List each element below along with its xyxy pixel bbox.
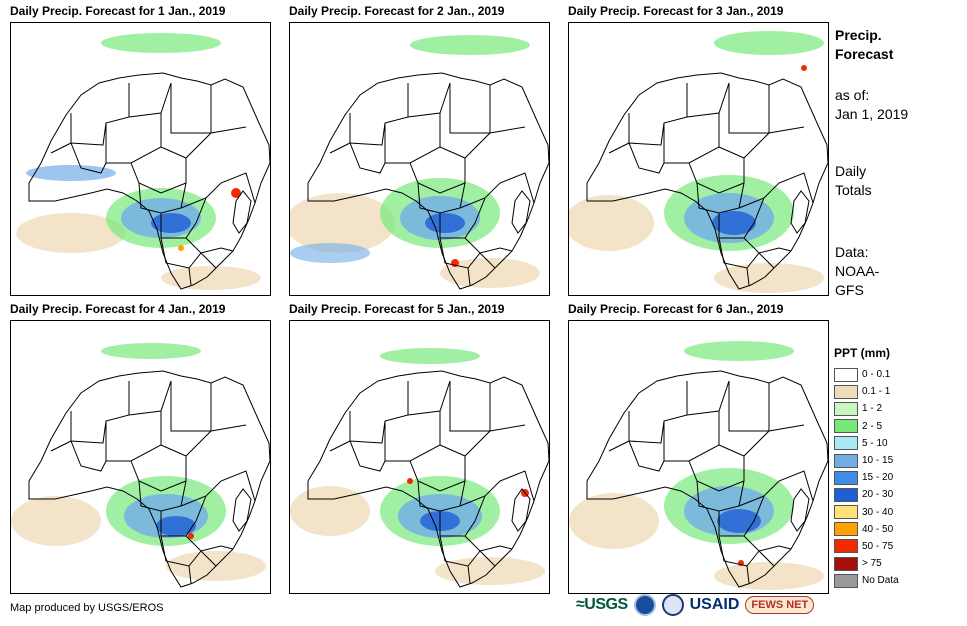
legend-label: 1 - 2 [862,403,883,415]
precip-map [10,320,271,594]
legend-swatch [834,539,858,554]
legend-swatch [834,522,858,537]
rain-band [101,343,201,359]
legend-swatch [834,401,858,416]
precip-map [289,320,550,594]
dry-area [16,213,126,253]
ppt-legend: PPT (mm) 0 - 0.1 0.1 - 1 1 - 2 2 - 5 5 - 10 1… [834,346,899,589]
title-line: Precip. [835,27,882,43]
heavy-rain-cell [407,478,413,484]
legend-item: 10 - 15 [834,452,899,469]
legend-swatch [834,384,858,399]
totals-line: Totals [835,182,872,198]
legend-item: 0 - 0.1 [834,366,899,383]
legend-items: 0 - 0.1 0.1 - 1 1 - 2 2 - 5 5 - 10 10 - 15 15 … [834,366,899,589]
title-line: Forecast [835,46,894,62]
dry-area [714,562,824,590]
as-of-block: as of: Jan 1, 2019 [835,86,908,124]
legend-item: No Data [834,572,899,589]
usaid-seal-icon [661,594,684,616]
precip-map [568,22,829,296]
panel-title: Daily Precip. Forecast for 4 Jan., 2019 [10,302,226,316]
rain-band [290,243,370,263]
data-source-line: GFS [835,282,864,298]
dry-area [569,195,654,251]
legend-swatch [834,487,858,502]
panel-title: Daily Precip. Forecast for 6 Jan., 2019 [568,302,784,316]
usaid-logo: USAID [689,596,740,613]
legend-item: 40 - 50 [834,521,899,538]
noaa-logo-icon [633,594,656,616]
legend-label: 30 - 40 [862,506,894,518]
panel-title: Daily Precip. Forecast for 5 Jan., 2019 [289,302,505,316]
rain-band [380,348,480,364]
legend-swatch [834,436,858,451]
data-source-line: Data: [835,244,869,260]
rain-band [714,31,824,55]
dry-area [290,193,395,253]
legend-label: 40 - 50 [862,523,894,535]
legend-label: 50 - 75 [862,540,894,552]
dry-area [161,266,261,290]
legend-item: 50 - 75 [834,538,899,555]
legend-item: 30 - 40 [834,504,899,521]
rain-band [101,33,221,53]
legend-swatch [834,556,858,571]
legend-item: > 75 [834,555,899,572]
heavy-rain-cell [188,533,194,539]
rain-band [26,165,116,181]
dry-area [11,496,101,546]
rain-band [712,211,756,235]
legend-item: 5 - 10 [834,435,899,452]
legend-swatch [834,573,858,588]
as-of-date: Jan 1, 2019 [835,106,909,122]
dry-area [569,493,659,549]
legend-label: 15 - 20 [862,472,894,484]
panel-title: Daily Precip. Forecast for 2 Jan., 2019 [289,4,505,18]
fews-net-logo: FEWS NET [745,596,815,614]
panel-title: Daily Precip. Forecast for 3 Jan., 2019 [568,4,784,18]
legend-label: 10 - 15 [862,455,894,467]
legend-swatch [834,419,858,434]
totals-line: Daily [835,163,867,179]
precip-map [289,22,550,296]
legend-swatch [834,505,858,520]
legend-title: PPT (mm) [834,346,891,360]
rain-band [425,213,465,233]
legend-item: 15 - 20 [834,469,899,486]
data-source-block: Data: NOAA- GFS [835,243,915,300]
as-of-label: as of: [835,87,870,103]
legend-label: > 75 [862,558,882,570]
precip-map [10,22,271,296]
legend-swatch [834,367,858,382]
legend-label: 0.1 - 1 [862,386,891,398]
legend-label: 0 - 0.1 [862,369,891,381]
legend-label: No Data [862,575,899,587]
usgs-logo: ≈USGS [576,596,628,613]
map-credit: Map produced by USGS/EROS [10,602,164,614]
data-source-line: NOAA- [835,263,880,279]
legend-swatch [834,470,858,485]
rain-band [156,516,196,536]
panel-title: Daily Precip. Forecast for 1 Jan., 2019 [10,4,226,18]
heavy-rain-cell [801,65,807,71]
legend-item: 20 - 30 [834,486,899,503]
legend-label: 5 - 10 [862,437,888,449]
rain-band [684,341,794,361]
legend-item: 1 - 2 [834,400,899,417]
precip-map [568,320,829,594]
heavy-rain-cell [231,188,241,198]
heavy-rain-cell [178,245,184,251]
legend-item: 2 - 5 [834,418,899,435]
legend-label: 2 - 5 [862,420,883,432]
totals-block: Daily Totals [835,162,915,200]
partner-logos: ≈USGS USAID FEWS NET [576,594,815,616]
legend-item: 0.1 - 1 [834,383,899,400]
legend-label: 20 - 30 [862,489,894,501]
legend-swatch [834,453,858,468]
dry-area [714,263,824,293]
forecast-title: Precip. Forecast [835,26,945,64]
rain-band [410,35,530,55]
